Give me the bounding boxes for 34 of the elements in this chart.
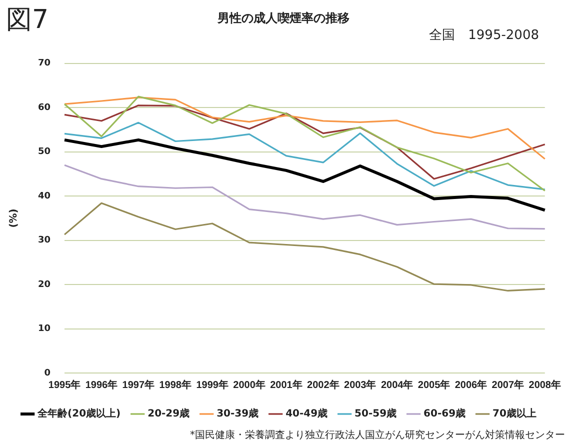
x-tick-label: 2007年 <box>492 378 524 391</box>
x-tick-label: 2008年 <box>528 378 561 391</box>
x-tick-label: 2005年 <box>418 378 450 391</box>
x-tick-label: 2002年 <box>307 378 340 391</box>
x-tick-label: 2000年 <box>233 378 266 391</box>
x-tick-label: 2001年 <box>270 378 302 391</box>
y-tick-label: 70 <box>38 58 51 69</box>
caption: 図7 <box>6 4 49 37</box>
x-tick-label: 1997年 <box>122 378 155 391</box>
x-tick-label: 1996年 <box>85 378 118 391</box>
chart-title: 男性の成人喫煙率の推移 <box>218 11 350 25</box>
legend-label: 50-59歳 <box>354 408 397 420</box>
y-axis-title: (%) <box>8 208 20 228</box>
x-tick-label: 1999年 <box>196 378 228 391</box>
legend-label: 30-39歳 <box>216 408 259 420</box>
text: *国民健康・栄養調査より独立行政法人国立がん研究センターがん対策情報センター <box>190 428 565 442</box>
legend-label: 40-49歳 <box>286 408 328 420</box>
x-tick-label: 2006年 <box>454 378 488 391</box>
x-tick-label: 1998年 <box>159 378 192 391</box>
x-tick-label: 2003年 <box>344 378 376 391</box>
legend-label: 全年齢(20歳以上) <box>36 408 121 420</box>
y-tick-label: 40 <box>38 191 51 202</box>
x-tick-label: 1995年 <box>48 378 81 391</box>
y-tick-label: 30 <box>38 236 51 246</box>
legend-label: 60-69歳 <box>424 408 466 420</box>
y-tick-label: 0 <box>44 368 51 378</box>
y-tick-label: 20 <box>38 280 51 290</box>
y-tick-label: 60 <box>38 102 51 113</box>
legend-label: 70歳以上 <box>492 408 536 420</box>
y-tick-label: 50 <box>38 147 51 158</box>
chart-subtitle: 全国 1995-2008 <box>429 27 539 44</box>
x-tick-label: 2004年 <box>380 378 414 391</box>
y-tick-label: 10 <box>38 324 51 334</box>
legend-label: 20-29歳 <box>148 408 190 420</box>
